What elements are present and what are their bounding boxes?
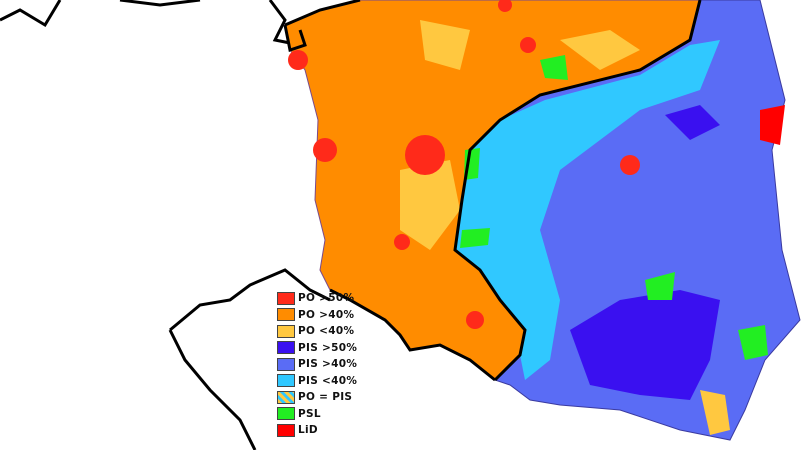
region-po-weak	[400, 160, 460, 250]
neighbour-border-south	[168, 268, 331, 450]
legend-swatch	[277, 407, 295, 421]
legend-swatch	[277, 308, 295, 322]
city-po-strong	[520, 37, 536, 53]
region-psl	[645, 272, 675, 300]
legend-item: PIS <40%	[277, 373, 357, 390]
legend-item: PSL	[277, 406, 357, 423]
legend-swatch	[277, 374, 295, 388]
legend-label: PO <40%	[298, 325, 355, 338]
region-psl	[460, 228, 490, 248]
legend-item: PO = PIS	[277, 389, 357, 406]
region-po-weak-2	[420, 20, 470, 70]
city-po-strong	[466, 311, 484, 329]
legend-item: PO >40%	[277, 307, 357, 324]
region-pis-strong	[570, 290, 720, 400]
city-po-strong	[498, 0, 512, 12]
legend-label: PSL	[298, 407, 321, 420]
region-po-weak-3	[560, 30, 640, 70]
legend-item: LiD	[277, 422, 357, 439]
legend-label: PIS >40%	[298, 358, 358, 371]
country-border-south	[329, 288, 496, 382]
legend-item: PO >50%	[277, 290, 357, 307]
legend-item: PO <40%	[277, 323, 357, 340]
legend-label: PO >50%	[298, 292, 355, 305]
legend-label: PO = PIS	[298, 391, 353, 404]
city-po-strong	[394, 234, 410, 250]
region-pis-light	[455, 40, 720, 380]
region-lid	[760, 105, 785, 145]
legend-swatch	[277, 357, 295, 371]
legend-swatch	[277, 291, 295, 305]
legend-swatch	[277, 423, 295, 437]
legend-label: PIS <40%	[298, 374, 358, 387]
legend-item: PIS >50%	[277, 340, 357, 357]
legend-swatch	[277, 341, 295, 355]
region-psl	[540, 55, 568, 80]
legend: PO >50% PO >40% PO <40% PIS >50% PIS >40% PIS…	[277, 290, 357, 439]
neighbour-border	[0, 0, 301, 47]
legend-swatch	[277, 324, 295, 338]
po-pis-divide-line	[453, 0, 702, 382]
city-po-strong	[313, 138, 337, 162]
legend-swatch	[277, 390, 295, 404]
region-pis-strong-2	[665, 105, 720, 140]
city-po-strong	[288, 50, 308, 70]
region-po-weak-4	[700, 390, 730, 435]
city-po-strong	[405, 135, 445, 175]
legend-label: PIS >50%	[298, 341, 358, 354]
legend-label: LiD	[298, 424, 318, 437]
region-psl	[738, 325, 768, 360]
country-border-west	[283, 0, 361, 52]
legend-item: PIS >40%	[277, 356, 357, 373]
city-po-strong	[620, 155, 640, 175]
legend-label: PO >40%	[298, 308, 355, 321]
